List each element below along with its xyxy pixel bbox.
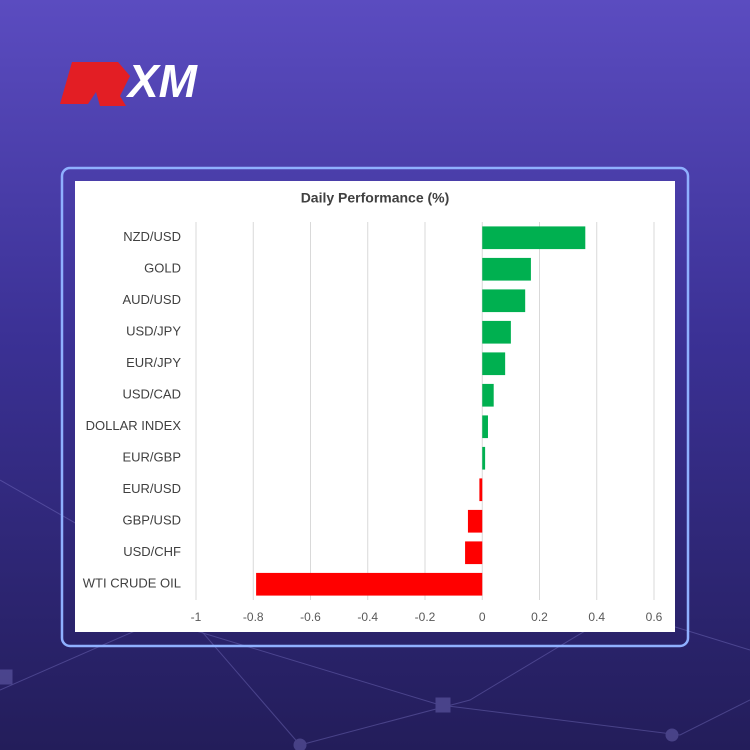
logo-bull [60,62,130,106]
x-tick-label: -1 [191,610,202,624]
y-tick-label: EUR/JPY [126,355,181,370]
bar [479,478,483,502]
y-tick-label: NZD/USD [123,229,181,244]
bar [482,415,488,439]
bar [467,509,483,533]
bar [256,572,483,596]
bar [482,446,486,470]
bar [482,383,494,407]
logo-text: XM [125,55,199,107]
x-tick-label: -0.8 [243,610,264,624]
y-tick-label: GBP/USD [122,513,181,528]
chart-title: Daily Performance (%) [301,190,450,206]
x-tick-label: 0.2 [531,610,548,624]
y-tick-label: USD/JPY [126,324,181,339]
x-tick-label: -0.4 [357,610,378,624]
x-tick-label: 0.4 [588,610,605,624]
x-tick-label: -0.2 [415,610,436,624]
x-tick-label: 0 [479,610,486,624]
y-tick-label: USD/CAD [122,387,181,402]
y-tick-label: AUD/USD [122,292,181,307]
y-tick-label: EUR/USD [122,481,181,496]
logo: XM [60,55,199,107]
bar [482,320,511,344]
bar [465,541,483,565]
y-tick-label: DOLLAR INDEX [86,418,182,433]
bar [482,352,506,376]
x-tick-label: 0.6 [646,610,663,624]
chart-frame [60,166,690,648]
y-tick-label: GOLD [144,261,181,276]
bar [482,226,586,250]
bar [482,257,531,281]
y-tick-label: WTI CRUDE OIL [83,576,181,591]
bar [482,289,526,313]
chart-area [75,181,675,632]
y-tick-label: EUR/GBP [122,450,181,465]
y-tick-label: USD/CHF [123,544,181,559]
x-tick-label: -0.6 [300,610,321,624]
